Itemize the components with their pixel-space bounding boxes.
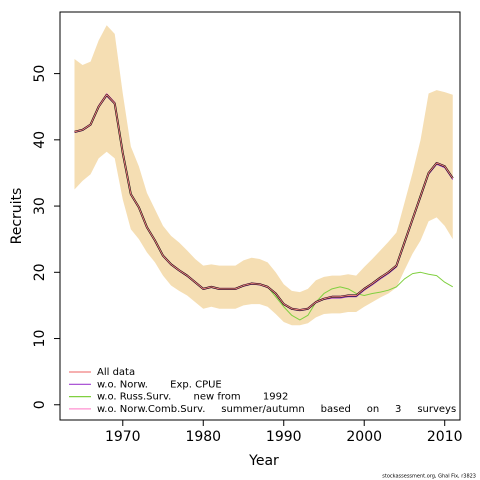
legend-label: w.o. Norw. Exp. CPUE <box>97 379 222 390</box>
y-axis-label: Recruits <box>9 188 25 245</box>
footnote: stockassessment.org, Ghal Fix, r3823 <box>382 474 476 480</box>
y-tick-label: 40 <box>32 131 48 149</box>
y-tick-label: 20 <box>32 263 48 281</box>
x-axis-label: Year <box>248 453 279 469</box>
x-tick-label: 2010 <box>427 429 463 445</box>
y-tick-label: 0 <box>32 400 48 409</box>
legend-label: All data <box>97 367 135 378</box>
y-tick-label: 30 <box>32 197 48 215</box>
x-tick-label: 1990 <box>266 429 302 445</box>
y-tick-label: 10 <box>32 330 48 348</box>
legend-label: w.o. Norw.Comb.Surv. summer/autumn based… <box>97 404 456 415</box>
series-line <box>74 94 454 311</box>
confidence-band <box>74 25 453 326</box>
y-tick-label: 50 <box>32 65 48 83</box>
legend-label: w.o. Russ.Surv. new from 1992 <box>97 392 288 403</box>
x-tick-label: 1980 <box>185 429 221 445</box>
plot-frame <box>59 11 461 421</box>
x-tick-label: 1970 <box>105 429 141 445</box>
x-tick-label: 2000 <box>346 429 382 445</box>
